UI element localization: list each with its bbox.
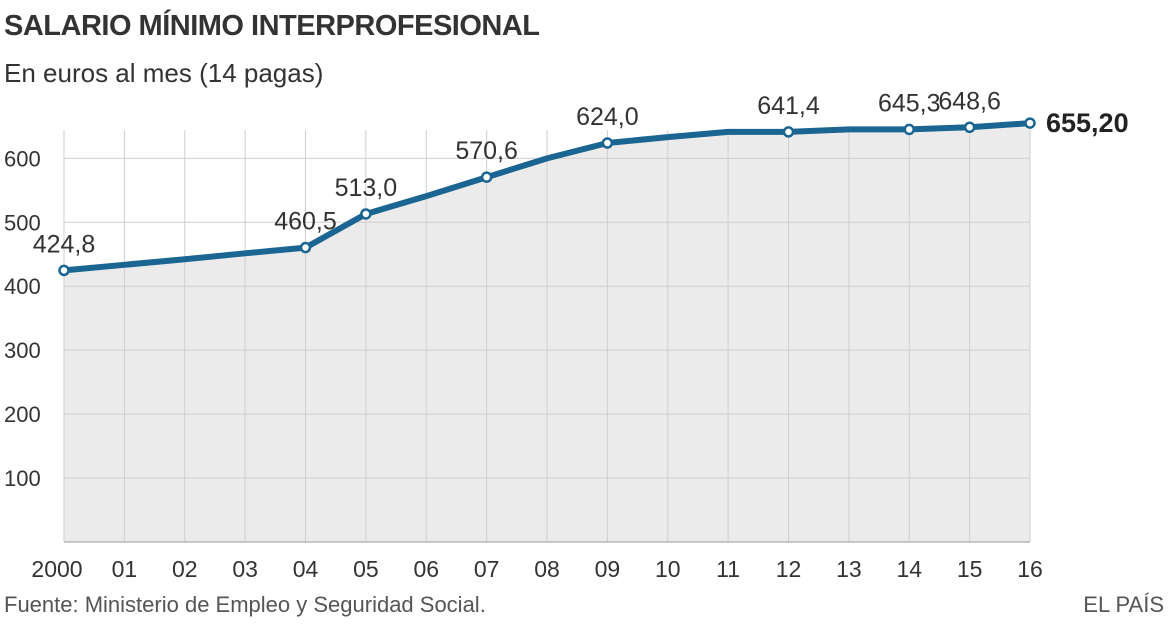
data-point-marker xyxy=(782,126,795,138)
data-point-marker xyxy=(58,264,70,277)
brand-logo: EL PAÍS xyxy=(1083,592,1164,617)
x-tick-label: 2000 xyxy=(31,556,82,582)
y-tick-label: 600 xyxy=(4,146,41,171)
data-label-last: 655,20 xyxy=(1046,108,1129,138)
x-tick-label: 10 xyxy=(655,556,681,582)
series-line xyxy=(61,120,1033,274)
y-tick-label: 200 xyxy=(4,402,41,427)
data-point-marker xyxy=(963,121,976,134)
x-tick-label: 12 xyxy=(776,556,802,582)
x-tick-label: 16 xyxy=(1017,556,1043,582)
x-tick-label: 14 xyxy=(896,556,922,582)
x-tick-label: 02 xyxy=(172,556,198,582)
x-axis: 2000 01 02 03 04 05 06 07 08 09 10 11 12 13 14 15 16 xyxy=(31,556,1042,582)
chart-subtitle: En euros al mes (14 pagas) xyxy=(4,58,324,88)
y-axis: 100 200 300 400 500 600 xyxy=(4,146,41,491)
x-tick-label: 03 xyxy=(232,556,258,582)
marker-layer xyxy=(58,117,1036,277)
data-point-marker xyxy=(903,123,915,136)
data-label: 513,0 xyxy=(335,174,398,202)
x-tick-label: 15 xyxy=(957,556,983,582)
x-tick-label: 08 xyxy=(534,556,560,582)
x-tick-label: 09 xyxy=(595,556,621,582)
chart-title: SALARIO MÍNIMO INTERPROFESIONAL xyxy=(4,10,540,42)
data-label: 645,3 xyxy=(878,89,941,117)
data-label: 570,6 xyxy=(455,137,518,165)
data-label: 424,8 xyxy=(33,230,96,258)
series-line-layer xyxy=(61,120,1033,274)
data-label-layer: 424,8 460,5 513,0 570,6 624,0 641,4 645,3648,6… xyxy=(33,87,1129,258)
data-point-marker xyxy=(360,208,372,220)
data-point-marker xyxy=(1024,117,1036,129)
source-note: Fuente: Ministerio de Empleo y Seguridad… xyxy=(4,592,486,617)
data-label: 648,6 xyxy=(938,87,1001,115)
y-tick-label: 400 xyxy=(4,274,41,299)
data-label: 624,0 xyxy=(576,103,639,131)
data-label: 641,4 xyxy=(757,92,820,120)
y-tick-label: 300 xyxy=(4,338,41,363)
grid-layer xyxy=(63,130,1031,543)
x-tick-label: 13 xyxy=(836,556,862,582)
x-tick-label: 01 xyxy=(112,556,138,582)
x-tick-label: 04 xyxy=(293,556,319,582)
data-label: 460,5 xyxy=(274,208,337,236)
y-tick-label: 100 xyxy=(4,466,41,491)
data-point-marker xyxy=(601,137,614,149)
x-tick-label: 05 xyxy=(353,556,379,582)
x-tick-label: 06 xyxy=(413,556,439,582)
y-tick-label: 500 xyxy=(4,210,41,235)
x-tick-label: 11 xyxy=(716,556,740,582)
data-point-marker xyxy=(480,171,493,183)
data-point-marker xyxy=(299,241,312,254)
x-tick-label: 07 xyxy=(474,556,500,582)
